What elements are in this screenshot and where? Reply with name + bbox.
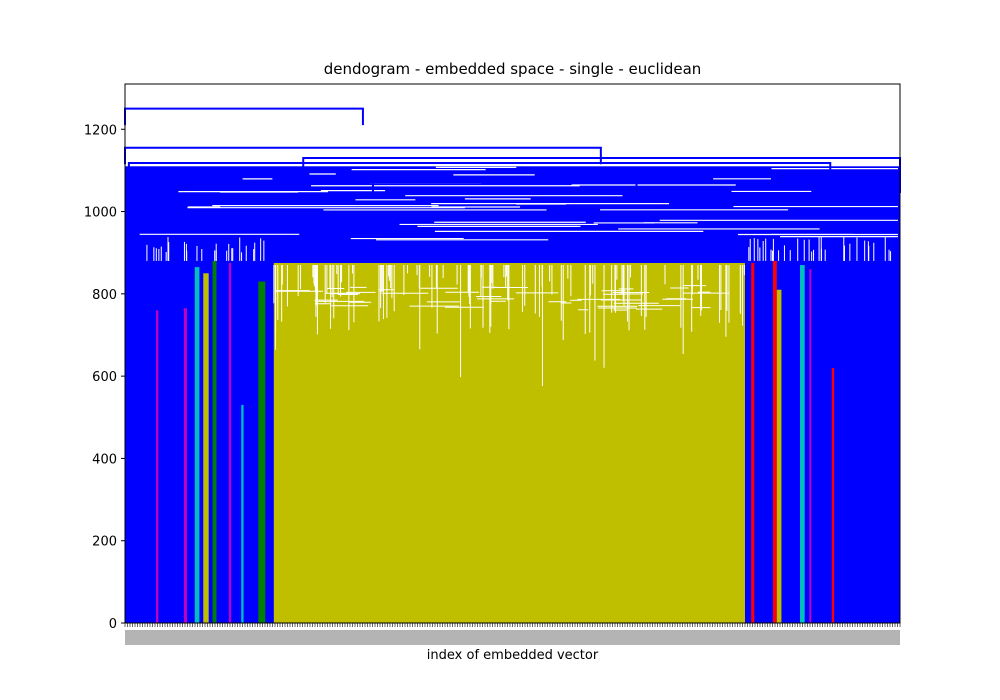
cluster-block bbox=[194, 267, 200, 623]
top-merge-link bbox=[124, 146, 602, 165]
cluster-block bbox=[228, 262, 232, 623]
cluster-block bbox=[831, 367, 835, 623]
cluster-block bbox=[776, 289, 782, 623]
cluster-block bbox=[183, 308, 187, 623]
cluster-block bbox=[751, 262, 755, 623]
y-tick-label: 1000 bbox=[84, 206, 117, 221]
cluster-block bbox=[258, 281, 266, 623]
y-tick-label: 800 bbox=[92, 288, 117, 303]
x-tick-label-band bbox=[125, 630, 900, 645]
cluster-block bbox=[772, 260, 777, 623]
y-tick-label: 600 bbox=[92, 370, 117, 385]
cluster-block bbox=[203, 273, 209, 623]
top-merge-link bbox=[127, 161, 832, 180]
y-tick-label: 400 bbox=[92, 452, 117, 467]
top-merge-link bbox=[124, 107, 364, 126]
y-tick-label: 200 bbox=[92, 535, 117, 550]
cluster-block bbox=[273, 262, 745, 623]
cluster-block bbox=[212, 260, 217, 623]
cluster-block bbox=[156, 310, 159, 623]
top-merge-link bbox=[127, 181, 886, 200]
chart-title: dendogram - embedded space - single - eu… bbox=[323, 60, 702, 78]
cluster-block bbox=[241, 404, 244, 623]
cluster-block bbox=[800, 265, 805, 623]
x-axis-label: index of embedded vector bbox=[426, 648, 599, 663]
y-tick-label: 0 bbox=[109, 617, 117, 632]
cluster-block bbox=[809, 269, 812, 623]
y-tick-label: 1200 bbox=[84, 123, 117, 138]
